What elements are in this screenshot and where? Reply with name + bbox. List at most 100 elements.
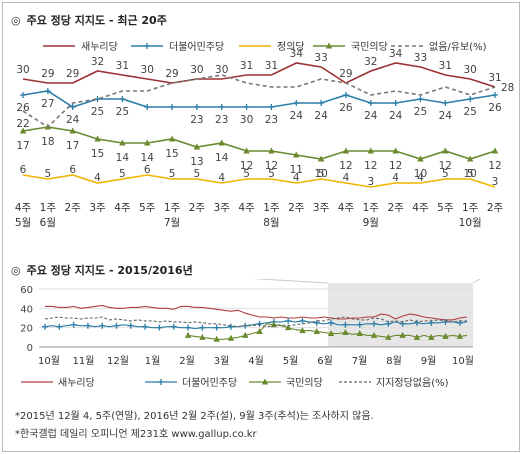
x-tick-label: 2주 <box>487 202 504 214</box>
data-label: 24 <box>364 110 378 122</box>
data-label: 10 <box>314 168 327 180</box>
data-label: 11 <box>290 164 303 176</box>
data-label: 3 <box>367 176 374 188</box>
data-point <box>169 104 176 110</box>
legend-label: 더불어민주당 <box>182 377 237 389</box>
data-point <box>492 92 498 98</box>
legend-label: 새누리당 <box>58 377 95 389</box>
footnote-1: *2015년 12월 4, 5주(연말), 2016년 2월 2주(설), 9월… <box>15 411 374 422</box>
legend-item-국민의당: 국민의당 <box>249 377 323 389</box>
x-tick-label: 4주 <box>238 202 255 214</box>
data-point <box>119 139 126 146</box>
legend-item-더불어민주당: 더불어민주당 <box>131 41 224 53</box>
data-point <box>193 143 201 150</box>
series-국민의당 <box>184 321 468 342</box>
data-label: 30 <box>240 114 253 126</box>
legend-item-새누리당: 새누리당 <box>43 41 118 53</box>
x-tick-label: 1주 <box>263 202 280 214</box>
data-label: 34 <box>290 48 304 60</box>
x-tick-label: 5월 <box>283 355 299 367</box>
data-point <box>466 155 474 162</box>
data-point <box>417 96 424 102</box>
data-label: 17 <box>16 140 29 152</box>
x-month-label: 9월 <box>363 217 379 229</box>
bottom-legend: 새누리당 더불어민주당 국민의당 지지정당없음(%) <box>21 376 449 389</box>
data-label: 33 <box>414 52 427 64</box>
series-정의당: 6 5 6 4 5 6 5 5 4 5 5 4 5 4 3 4 4 5 5 3 <box>20 164 499 188</box>
data-point <box>243 104 250 110</box>
legend-label: 더불어민주당 <box>169 41 224 53</box>
highlight-connector <box>251 279 329 284</box>
data-point <box>417 155 424 162</box>
data-label: 30 <box>190 64 203 76</box>
x-tick-label: 3주 <box>89 202 106 214</box>
data-label: 26 <box>488 102 502 114</box>
series-없음-유보: 22 <box>16 74 496 130</box>
x-month-label: 5월 <box>15 217 31 229</box>
x-month-label: 8월 <box>263 217 279 229</box>
legend-item-없음-유보: 없음/유보(%) <box>391 40 487 53</box>
data-point <box>94 135 101 142</box>
legend-marker <box>158 379 164 385</box>
data-point <box>367 147 374 154</box>
x-tick-label: 1주 <box>363 202 380 214</box>
data-label: 32 <box>91 56 104 68</box>
series-line <box>22 126 496 160</box>
title-mark: ◎ <box>11 264 21 277</box>
series-line <box>44 316 467 328</box>
data-label: 24 <box>314 110 328 122</box>
x-tick-label: 10월 <box>452 355 474 367</box>
y-tick-label: 20 <box>20 324 33 335</box>
x-tick-label: 6월 <box>317 355 333 367</box>
data-label: 26 <box>16 102 30 114</box>
data-label: 31 <box>240 60 253 72</box>
data-label: 23 <box>190 114 203 126</box>
x-tick-label: 3월 <box>214 355 230 367</box>
data-label: 12 <box>439 160 452 172</box>
data-label: 6 <box>20 164 27 176</box>
highlight-connector <box>472 279 481 284</box>
data-point <box>243 147 250 154</box>
legend-marker <box>325 42 333 49</box>
data-label: 30 <box>463 64 476 76</box>
data-label: 10 <box>463 168 476 180</box>
data-label: 4 <box>392 172 399 184</box>
data-point <box>293 151 300 158</box>
data-label: 12 <box>389 160 402 172</box>
data-label: 23 <box>215 114 228 126</box>
data-label: 34 <box>389 48 403 60</box>
x-tick-label: 4주 <box>114 202 131 214</box>
x-tick-label: 2주 <box>288 202 305 214</box>
data-point <box>268 147 275 154</box>
data-point <box>168 135 176 142</box>
data-label: 25 <box>116 106 129 118</box>
top-x-axis: 4주 5월 1주 6월 2주 3주 4주 5주 1주 7월 2주 3주 4주 1주 8월 2주 3주 4주 1주 9월… <box>15 202 504 229</box>
data-label: 17 <box>66 140 79 152</box>
x-tick-label: 4월 <box>248 355 264 367</box>
data-point <box>218 139 225 146</box>
x-tick-label: 10월 <box>38 355 60 367</box>
data-label: 15 <box>91 148 104 160</box>
series-line <box>44 320 468 330</box>
x-tick-label: 2주 <box>189 202 206 214</box>
series-더불어민주당: 26 27 24 25 25 23 23 30 23 24 24 26 24 24 25 24 25 26 <box>16 88 502 126</box>
legend-item-국민의당: 국민의당 <box>313 41 388 53</box>
legend-marker <box>144 43 150 49</box>
x-tick-label: 3주 <box>214 202 231 214</box>
x-tick-label: 1주 <box>40 202 57 214</box>
data-label: 31 <box>265 60 278 72</box>
legend-label: 정의당 <box>277 41 305 53</box>
data-point <box>318 100 325 106</box>
data-point <box>392 147 399 154</box>
bottom-x-axis: 10월 11월 12월 1월 2월 3월 4월 5월 6월 7월 8월 9월 10월 <box>38 355 474 367</box>
data-label: 5 <box>243 168 250 180</box>
top-chart-title: ◎ 주요 정당 지지도 - 최근 20주 <box>11 14 167 27</box>
x-tick-label: 2주 <box>387 202 404 214</box>
data-label: 29 <box>41 68 54 80</box>
data-point <box>467 96 474 102</box>
data-label: 12 <box>240 160 253 172</box>
data-label: 12 <box>339 160 352 172</box>
data-label: 31 <box>488 72 501 84</box>
x-tick-label: 4주 <box>15 202 32 214</box>
